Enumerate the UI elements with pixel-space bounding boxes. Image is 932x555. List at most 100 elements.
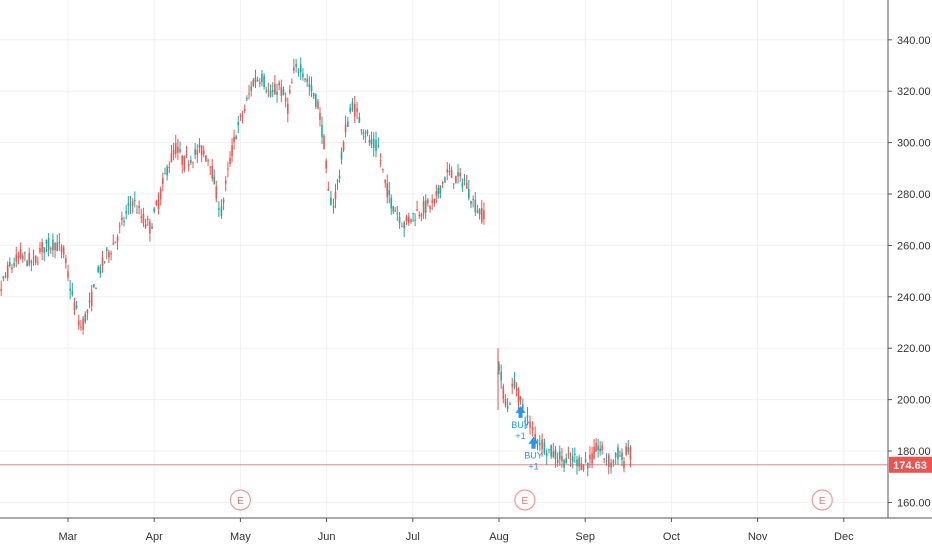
candle-body <box>476 210 479 213</box>
candle-body <box>574 453 576 456</box>
candle-body <box>418 214 421 216</box>
candle-body <box>424 200 427 213</box>
candle-body <box>21 255 24 260</box>
candle-body <box>591 453 593 464</box>
candle-body <box>474 199 477 213</box>
candle-body <box>325 160 327 169</box>
candle-body <box>274 83 276 95</box>
candle-body <box>45 239 48 245</box>
candle-body <box>599 448 601 452</box>
candle-body <box>304 78 306 80</box>
candle-body <box>75 305 78 309</box>
candle-body <box>222 199 225 203</box>
candle-body <box>250 86 252 91</box>
candle-body <box>349 107 351 112</box>
candle-body <box>364 136 367 138</box>
candle-body <box>529 421 531 428</box>
candle-body <box>114 241 117 244</box>
candle-body <box>457 172 459 177</box>
candle-body <box>506 405 509 409</box>
candle-body <box>452 183 455 185</box>
candle-body <box>315 94 317 107</box>
candle-body <box>545 452 548 456</box>
candle-body <box>519 396 522 401</box>
candle-body <box>605 460 608 462</box>
candle-body <box>265 90 268 92</box>
candle-body <box>586 462 589 469</box>
candle-body <box>190 160 192 163</box>
candle-body <box>401 226 403 228</box>
candle-body <box>239 115 242 117</box>
candle-body <box>435 191 438 196</box>
candle-body <box>185 154 188 156</box>
candle-body <box>502 386 505 399</box>
candle-body <box>101 257 104 266</box>
earnings-marker-icon[interactable] <box>811 489 833 511</box>
candle-body <box>179 149 181 152</box>
candle-body <box>629 447 632 460</box>
candle-body <box>256 80 259 82</box>
candle-body <box>534 434 537 441</box>
buy-signal-label: BUY <box>511 420 530 430</box>
candle-body <box>192 162 194 164</box>
candle-body <box>90 291 93 307</box>
candle-body <box>601 445 603 451</box>
candle-body <box>41 242 43 253</box>
candle-body <box>0 288 2 291</box>
buy-arrow-icon[interactable] <box>528 436 539 449</box>
candle-body <box>97 266 99 273</box>
candle-body <box>625 446 627 455</box>
candle-body <box>47 238 50 251</box>
candle-body <box>146 218 149 220</box>
candle-body <box>71 291 74 295</box>
candle-body <box>375 139 377 151</box>
candle-body <box>293 67 295 71</box>
candle-body <box>541 439 543 450</box>
buy-signal-qty: +1 <box>515 431 525 441</box>
candle-body <box>284 97 287 102</box>
candle-body <box>607 455 610 468</box>
candle-body <box>2 276 5 279</box>
candle-body <box>82 318 84 330</box>
candle-body <box>211 166 214 179</box>
candle-body <box>227 168 229 170</box>
candle-body <box>121 217 123 221</box>
candle-body <box>136 212 138 214</box>
candle-body <box>229 157 231 164</box>
candle-body <box>153 208 155 212</box>
candle-body <box>370 139 373 145</box>
candle-body <box>62 247 65 255</box>
candle-body <box>172 149 175 155</box>
earnings-marker-icon[interactable] <box>229 489 251 511</box>
candle-body <box>142 213 145 224</box>
candle-body <box>276 91 278 95</box>
candle-body <box>215 186 218 199</box>
x-tick-label: Dec <box>834 531 854 543</box>
candle-body <box>110 253 112 255</box>
earnings-marker-label: E <box>522 496 529 507</box>
candle-body <box>237 121 240 126</box>
candle-body <box>4 275 7 277</box>
candle-body <box>500 371 502 381</box>
candle-body <box>483 210 485 220</box>
candle-body <box>621 452 623 460</box>
candle-body <box>168 167 171 169</box>
earnings-marker-icon[interactable] <box>514 489 536 511</box>
candle-body <box>342 141 345 151</box>
candle-body <box>108 251 110 258</box>
candle-body <box>105 248 108 251</box>
buy-arrow-icon[interactable] <box>515 405 526 418</box>
last-price-label: 174.63 <box>893 460 927 472</box>
candle-body <box>280 86 283 97</box>
candle-body <box>612 460 615 464</box>
candle-body <box>353 104 356 117</box>
candle-body <box>207 160 209 162</box>
candle-body <box>26 260 28 267</box>
candle-body <box>84 313 87 322</box>
candle-body <box>166 166 168 176</box>
candle-body <box>465 182 468 189</box>
candle-body <box>123 221 125 223</box>
candle-body <box>202 150 205 154</box>
